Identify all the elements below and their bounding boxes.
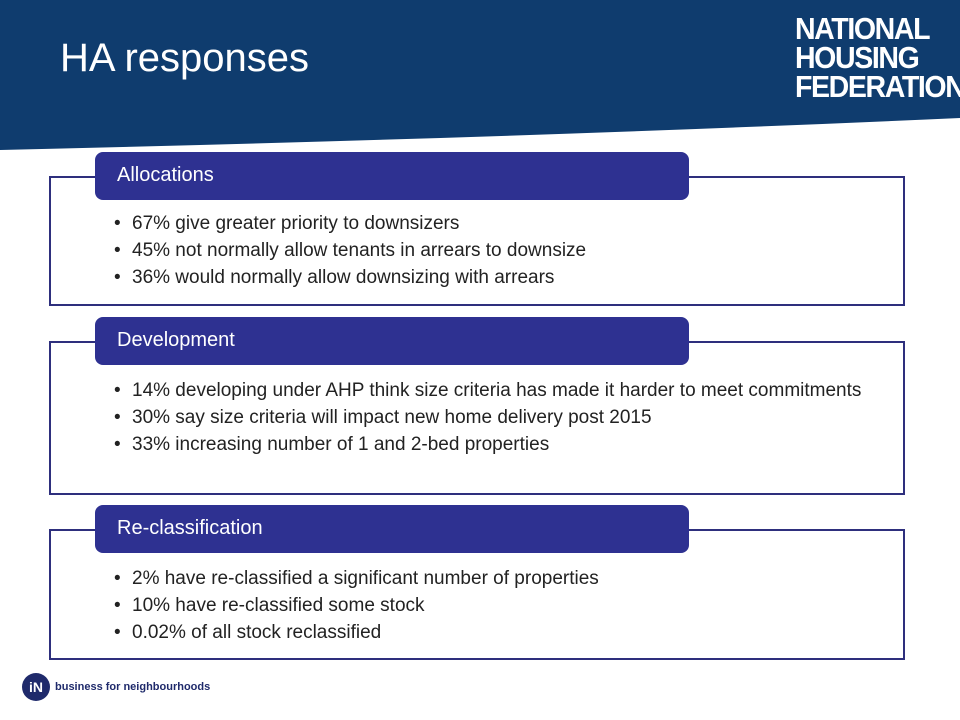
list-item: 67% give greater priority to downsizers (114, 214, 874, 233)
bullet-list-reclassification: 2% have re-classified a significant numb… (114, 569, 874, 650)
list-item: 0.02% of all stock reclassified (114, 623, 874, 642)
logo-line-3: FEDERATION (794, 69, 960, 104)
bullet-list-allocations: 67% give greater priority to downsizers … (114, 214, 874, 295)
in-logo-icon: iN (22, 673, 50, 701)
section-tab-reclassification: Re-classification (95, 505, 689, 553)
bullet-list-development: 14% developing under AHP think size crit… (114, 381, 874, 462)
logo-line-1: NATIONAL (794, 11, 931, 46)
section-tab-allocations: Allocations (95, 152, 689, 200)
list-item: 30% say size criteria will impact new ho… (114, 408, 874, 427)
slide-title: HA responses (60, 36, 310, 80)
nhf-logo: NATIONAL HOUSING FEDERATION (794, 11, 960, 104)
list-item: 33% increasing number of 1 and 2-bed pro… (114, 435, 874, 454)
list-item: 14% developing under AHP think size crit… (114, 381, 874, 400)
logo-line-2: HOUSING (794, 40, 920, 75)
list-item: 10% have re-classified some stock (114, 596, 874, 615)
header-band (0, 0, 960, 150)
list-item: 36% would normally allow downsizing with… (114, 268, 874, 287)
section-tab-development: Development (95, 317, 689, 365)
list-item: 2% have re-classified a significant numb… (114, 569, 874, 588)
footer-tagline: business for neighbourhoods (55, 681, 211, 693)
list-item: 45% not normally allow tenants in arrear… (114, 241, 874, 260)
